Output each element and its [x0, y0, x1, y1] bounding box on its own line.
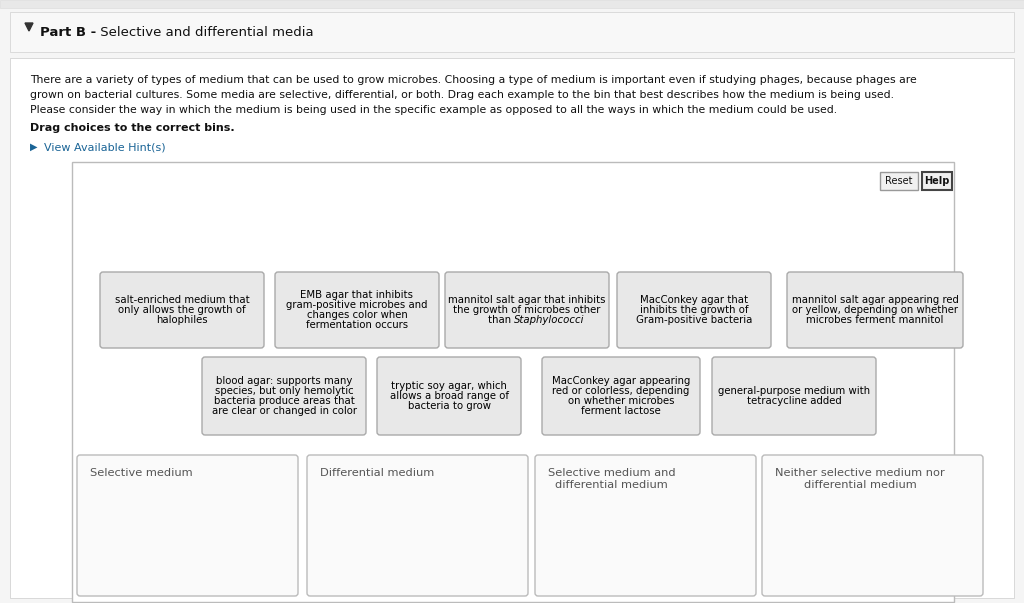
- Text: red or colorless, depending: red or colorless, depending: [552, 386, 690, 396]
- FancyBboxPatch shape: [445, 272, 609, 348]
- FancyBboxPatch shape: [72, 162, 954, 602]
- Text: Please consider the way in which the medium is being used in the specific exampl: Please consider the way in which the med…: [30, 105, 838, 115]
- Text: halophiles: halophiles: [157, 315, 208, 325]
- Text: Selective medium: Selective medium: [90, 468, 193, 478]
- FancyBboxPatch shape: [762, 455, 983, 596]
- Text: grown on bacterial cultures. Some media are selective, differential, or both. Dr: grown on bacterial cultures. Some media …: [30, 90, 894, 100]
- Text: species, but only hemolytic: species, but only hemolytic: [215, 386, 353, 396]
- FancyBboxPatch shape: [712, 357, 876, 435]
- FancyBboxPatch shape: [307, 455, 528, 596]
- Text: only allows the growth of: only allows the growth of: [118, 305, 246, 315]
- Text: gram-positive microbes and: gram-positive microbes and: [287, 300, 428, 310]
- Text: inhibits the growth of: inhibits the growth of: [640, 305, 749, 315]
- Text: Differential medium: Differential medium: [319, 468, 434, 478]
- Text: Part B -: Part B -: [40, 25, 96, 39]
- Text: mannitol salt agar appearing red: mannitol salt agar appearing red: [792, 295, 958, 305]
- FancyBboxPatch shape: [10, 58, 1014, 598]
- Text: EMB agar that inhibits: EMB agar that inhibits: [300, 290, 414, 300]
- Text: ▶: ▶: [30, 142, 38, 152]
- Text: MacConkey agar that: MacConkey agar that: [640, 295, 749, 305]
- FancyBboxPatch shape: [922, 172, 952, 190]
- Text: microbes ferment mannitol: microbes ferment mannitol: [806, 315, 944, 325]
- Text: There are a variety of types of medium that can be used to grow microbes. Choosi: There are a variety of types of medium t…: [30, 75, 916, 85]
- FancyBboxPatch shape: [542, 357, 700, 435]
- Text: View Available Hint(s): View Available Hint(s): [44, 142, 166, 152]
- FancyBboxPatch shape: [787, 272, 963, 348]
- FancyBboxPatch shape: [77, 455, 298, 596]
- Text: blood agar: supports many: blood agar: supports many: [216, 376, 352, 387]
- Text: the growth of microbes other: the growth of microbes other: [454, 305, 601, 315]
- Text: MacConkey agar appearing: MacConkey agar appearing: [552, 376, 690, 387]
- FancyBboxPatch shape: [202, 357, 366, 435]
- Text: tryptic soy agar, which: tryptic soy agar, which: [391, 381, 507, 391]
- FancyBboxPatch shape: [100, 272, 264, 348]
- Text: Selective and differential media: Selective and differential media: [96, 25, 313, 39]
- Text: salt-enriched medium that: salt-enriched medium that: [115, 295, 250, 305]
- FancyBboxPatch shape: [880, 172, 918, 190]
- FancyBboxPatch shape: [377, 357, 521, 435]
- Text: changes color when: changes color when: [306, 310, 408, 320]
- Text: or yellow, depending on whether: or yellow, depending on whether: [792, 305, 958, 315]
- Text: bacteria to grow: bacteria to grow: [408, 401, 490, 411]
- Text: allows a broad range of: allows a broad range of: [389, 391, 509, 401]
- Polygon shape: [25, 23, 33, 31]
- Text: Gram-positive bacteria: Gram-positive bacteria: [636, 315, 753, 325]
- Text: tetracycline added: tetracycline added: [746, 396, 842, 406]
- Text: Neither selective medium nor
differential medium: Neither selective medium nor differentia…: [775, 468, 945, 490]
- Text: Selective medium and
differential medium: Selective medium and differential medium: [548, 468, 676, 490]
- Text: fermentation occurs: fermentation occurs: [306, 320, 408, 330]
- FancyBboxPatch shape: [535, 455, 756, 596]
- Text: on whether microbes: on whether microbes: [567, 396, 674, 406]
- Text: are clear or changed in color: are clear or changed in color: [212, 406, 356, 415]
- FancyBboxPatch shape: [10, 12, 1014, 52]
- Text: Help: Help: [925, 176, 949, 186]
- Text: bacteria produce areas that: bacteria produce areas that: [214, 396, 354, 406]
- FancyBboxPatch shape: [0, 0, 1024, 8]
- Text: than: than: [487, 315, 514, 325]
- Text: Drag choices to the correct bins.: Drag choices to the correct bins.: [30, 123, 234, 133]
- Text: Reset: Reset: [886, 176, 912, 186]
- Text: mannitol salt agar that inhibits: mannitol salt agar that inhibits: [449, 295, 606, 305]
- Text: than Staphylococci: than Staphylococci: [479, 315, 575, 325]
- Text: general-purpose medium with: general-purpose medium with: [718, 386, 870, 396]
- FancyBboxPatch shape: [617, 272, 771, 348]
- FancyBboxPatch shape: [275, 272, 439, 348]
- Text: Staphylococci: Staphylococci: [514, 315, 585, 325]
- Text: ferment lactose: ferment lactose: [582, 406, 660, 415]
